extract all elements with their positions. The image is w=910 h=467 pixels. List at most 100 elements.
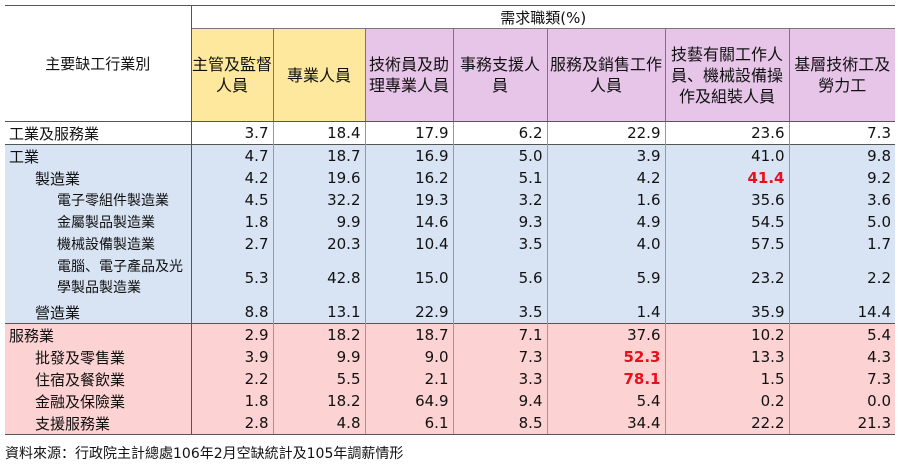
percentage-cell: 5.0: [452, 144, 547, 167]
percentage-cell: 1.8: [190, 390, 273, 412]
percentage-cell: 3.3: [452, 368, 547, 390]
industry-name: 金屬製品製造業: [5, 211, 192, 233]
percentage-cell: 9.2: [788, 167, 895, 189]
percentage-cell: 18.2: [272, 323, 365, 346]
percentage-cell: 6.2: [452, 121, 547, 145]
percentage-cell: 4.8: [272, 412, 365, 435]
table-row: 金融及保險業 1.8 18.2 64.9 9.4 5.4 0.2 0.0: [5, 390, 895, 412]
percentage-cell: 7.1: [452, 323, 547, 346]
table-row: 營造業 8.8 13.1 22.9 3.5 1.4 35.9 14.4: [5, 301, 895, 324]
occupation-group-header: 需求職類(%): [190, 5, 895, 29]
percentage-cell: 22.2: [664, 412, 789, 435]
percentage-cell: 16.9: [364, 144, 453, 167]
percentage-cell: 3.9: [190, 346, 273, 368]
percentage-cell: 10.2: [664, 323, 789, 346]
percentage-cell: 0.2: [664, 390, 789, 412]
occupation-demand-table: 主要缺工行業別 需求職類(%) 主管及監督人員 專業人員 技術員及助理專業人員 事務支…: [5, 5, 895, 435]
percentage-cell: 0.0: [788, 390, 895, 412]
percentage-cell: 13.1: [272, 301, 365, 324]
industry-column-header: 主要缺工行業別: [5, 5, 192, 122]
percentage-cell: 5.4: [788, 323, 895, 346]
percentage-cell: 5.5: [272, 368, 365, 390]
percentage-cell: 54.5: [664, 211, 789, 233]
percentage-cell: 41.0: [664, 144, 789, 167]
percentage-cell: 6.1: [364, 412, 453, 435]
percentage-cell: 23.2: [664, 255, 789, 301]
table-row: 電子零組件製造業 4.5 32.2 19.3 3.2 1.6 35.6 3.6: [5, 189, 895, 211]
percentage-cell: 2.7: [190, 233, 273, 255]
table-row: 服務業 2.9 18.2 18.7 7.1 37.6 10.2 5.4: [5, 323, 895, 346]
percentage-cell: 1.4: [546, 301, 665, 324]
percentage-cell: 19.3: [364, 189, 453, 211]
table-row: 金屬製品製造業 1.8 9.9 14.6 9.3 4.9 54.5 5.0: [5, 211, 895, 233]
percentage-cell: 7.3: [788, 368, 895, 390]
percentage-cell: 41.4: [664, 167, 789, 189]
percentage-cell: 18.4: [272, 121, 365, 145]
percentage-cell: 18.7: [364, 323, 453, 346]
source-note: 資料來源：行政院主計總處106年2月空缺統計及105年調薪情形: [5, 446, 404, 462]
industry-name: 服務業: [5, 323, 192, 346]
percentage-cell: 2.2: [190, 368, 273, 390]
percentage-cell: 14.6: [364, 211, 453, 233]
percentage-cell: 4.9: [546, 211, 665, 233]
industry-name: 電子零組件製造業: [5, 189, 192, 211]
percentage-cell: 17.9: [364, 121, 453, 145]
percentage-cell: 13.3: [664, 346, 789, 368]
occupation-category-header: 專業人員: [272, 28, 365, 122]
percentage-cell: 5.6: [452, 255, 547, 301]
occupation-category-header: 主管及監督人員: [191, 28, 273, 122]
industry-name: 住宿及餐飲業: [5, 368, 192, 390]
percentage-cell: 5.4: [546, 390, 665, 412]
percentage-cell: 32.2: [272, 189, 365, 211]
percentage-cell: 4.2: [190, 167, 273, 189]
industry-name: 金融及保險業: [5, 390, 192, 412]
percentage-cell: 34.4: [546, 412, 665, 435]
industry-name: 支援服務業: [5, 412, 192, 435]
percentage-cell: 3.7: [190, 121, 273, 145]
table-row: 工業及服務業 3.7 18.4 17.9 6.2 22.9 23.6 7.3: [5, 121, 895, 145]
percentage-cell: 9.4: [452, 390, 547, 412]
percentage-cell: 1.5: [664, 368, 789, 390]
percentage-cell: 4.5: [190, 189, 273, 211]
industry-name: 營造業: [5, 301, 192, 324]
industry-name: 電腦、電子產品及光學製品製造業: [5, 255, 192, 301]
percentage-cell: 8.8: [190, 301, 273, 324]
percentage-cell: 22.9: [546, 121, 665, 145]
percentage-cell: 52.3: [546, 346, 665, 368]
percentage-cell: 9.0: [364, 346, 453, 368]
percentage-cell: 4.7: [190, 144, 273, 167]
percentage-cell: 14.4: [788, 301, 895, 324]
percentage-cell: 9.3: [452, 211, 547, 233]
table-row: 電腦、電子產品及光學製品製造業 5.3 42.8 15.0 5.6 5.9 23.2 2.2: [5, 255, 895, 301]
occupation-category-header: 事務支援人員: [452, 28, 547, 122]
percentage-cell: 16.2: [364, 167, 453, 189]
percentage-cell: 5.0: [788, 211, 895, 233]
percentage-cell: 18.2: [272, 390, 365, 412]
percentage-cell: 9.9: [272, 211, 365, 233]
percentage-cell: 42.8: [272, 255, 365, 301]
percentage-cell: 4.2: [546, 167, 665, 189]
percentage-cell: 3.9: [546, 144, 665, 167]
percentage-cell: 4.0: [546, 233, 665, 255]
percentage-cell: 64.9: [364, 390, 453, 412]
percentage-cell: 19.6: [272, 167, 365, 189]
percentage-cell: 2.8: [190, 412, 273, 435]
table-row: 批發及零售業 3.9 9.9 9.0 7.3 52.3 13.3 4.3: [5, 346, 895, 368]
percentage-cell: 1.8: [190, 211, 273, 233]
percentage-cell: 10.4: [364, 233, 453, 255]
percentage-cell: 78.1: [546, 368, 665, 390]
industry-name: 工業及服務業: [5, 121, 192, 145]
percentage-cell: 15.0: [364, 255, 453, 301]
table-row: 工業 4.7 18.7 16.9 5.0 3.9 41.0 9.8: [5, 144, 895, 167]
industry-name: 機械設備製造業: [5, 233, 192, 255]
industry-name: 批發及零售業: [5, 346, 192, 368]
percentage-cell: 22.9: [364, 301, 453, 324]
percentage-cell: 57.5: [664, 233, 789, 255]
percentage-cell: 3.2: [452, 189, 547, 211]
percentage-cell: 2.2: [788, 255, 895, 301]
percentage-cell: 8.5: [452, 412, 547, 435]
table-row: 支援服務業 2.8 4.8 6.1 8.5 34.4 22.2 21.3: [5, 412, 895, 435]
industry-name: 工業: [5, 144, 192, 167]
table-row: 機械設備製造業 2.7 20.3 10.4 3.5 4.0 57.5 1.7: [5, 233, 895, 255]
percentage-cell: 9.8: [788, 144, 895, 167]
